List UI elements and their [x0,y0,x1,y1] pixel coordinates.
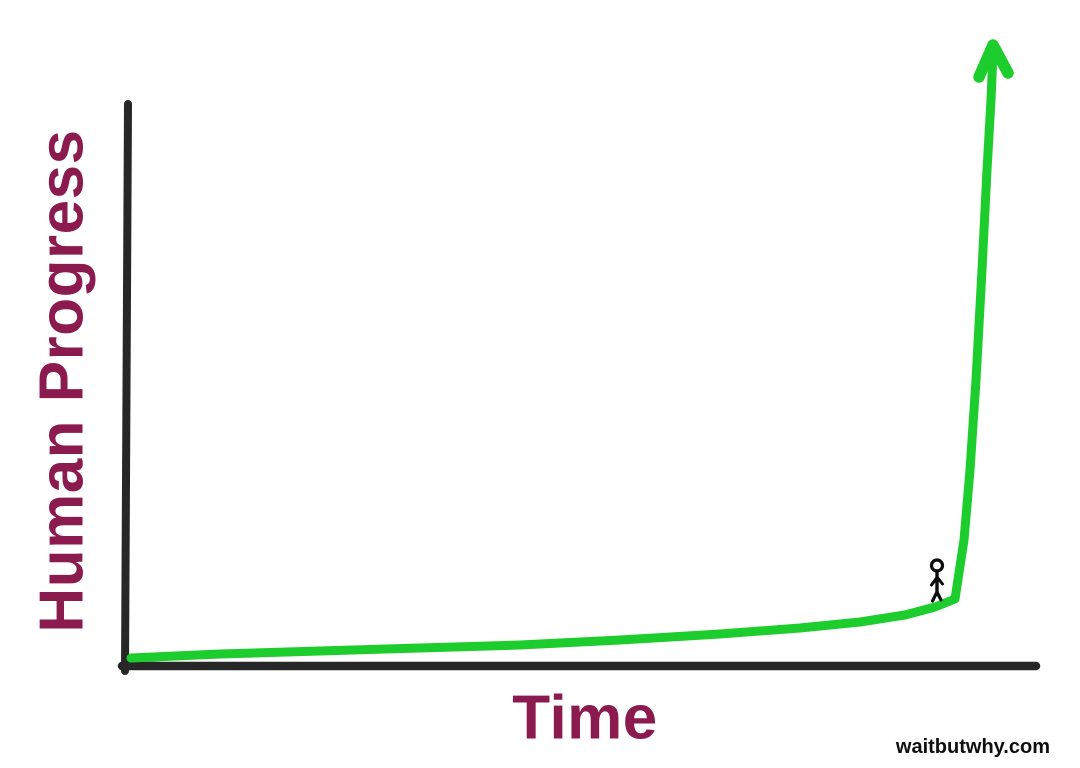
y-axis-label: Human Progress [27,129,97,633]
stick-figure-leg-right [935,590,943,602]
stick-figure-arm-left [930,576,939,587]
stick-figure-arm-right [935,575,944,586]
progress-curve [126,47,998,663]
watermark: waitbutwhy.com [895,736,1050,758]
x-axis-label: Time [512,683,658,753]
y-axis-line [121,100,132,675]
stick-figure-icon [929,558,945,603]
arrow-head-icon [973,39,1014,83]
